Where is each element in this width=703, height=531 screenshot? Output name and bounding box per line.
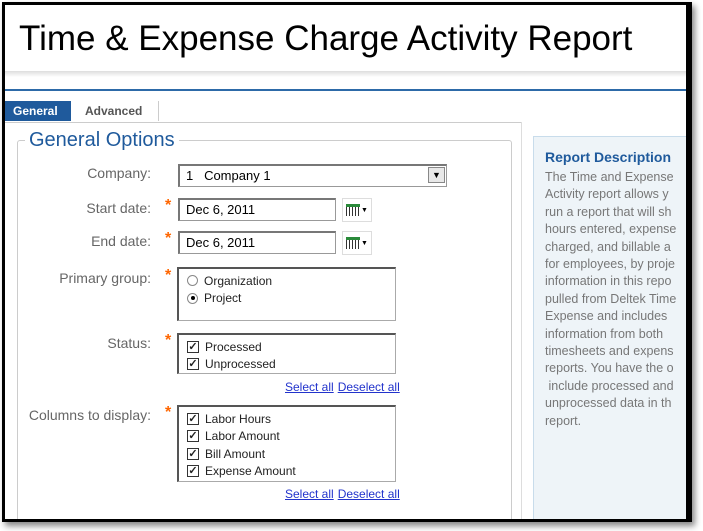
radio-label: Organization bbox=[204, 273, 273, 288]
checkbox-labor-hours[interactable]: ✓ Labor Hours bbox=[187, 410, 387, 428]
checkbox-label: Unprocessed bbox=[205, 357, 276, 372]
checkbox-checked-icon[interactable]: ✓ bbox=[187, 358, 199, 371]
tab-underline bbox=[5, 122, 521, 123]
report-description-panel: Report Description The Time and Expense A… bbox=[533, 136, 686, 519]
checkbox-labor-amount[interactable]: ✓ Labor Amount bbox=[187, 428, 387, 446]
checkbox-checked-icon[interactable]: ✓ bbox=[187, 412, 199, 425]
radio-button[interactable] bbox=[187, 275, 198, 287]
report-description-text: The Time and Expense Activity report allo… bbox=[545, 169, 686, 430]
required-marker: * bbox=[165, 267, 172, 284]
calendar-icon bbox=[346, 237, 361, 249]
description-line: for employees, by proje bbox=[545, 257, 675, 272]
radio-organization[interactable]: Organization bbox=[187, 272, 387, 290]
description-line: charged, and billable a bbox=[545, 239, 671, 254]
end-date-label: End date: bbox=[91, 233, 151, 249]
status-label: Status: bbox=[107, 335, 151, 351]
header-divider bbox=[5, 89, 686, 91]
required-marker: * bbox=[165, 230, 172, 247]
required-marker: * bbox=[165, 404, 172, 421]
end-date-input[interactable]: Dec 6, 2011 bbox=[178, 231, 336, 254]
description-line: include processed and bbox=[545, 378, 674, 393]
checkbox-label: Labor Hours bbox=[205, 411, 272, 426]
checkbox-expense-amount[interactable]: ✓ Expense Amount bbox=[187, 463, 387, 481]
company-label: Company: bbox=[87, 165, 151, 181]
end-date-calendar-button[interactable]: ▼ bbox=[342, 231, 372, 255]
status-links: Select all Deselect all bbox=[281, 380, 400, 394]
columns-checkbox-list: ✓ Labor Hours ✓ Labor Amount ✓ Bill Amount … bbox=[177, 405, 396, 482]
start-date-input[interactable]: Dec 6, 2011 bbox=[178, 198, 336, 221]
description-line: unprocessed data in th bbox=[545, 396, 672, 411]
required-marker: * bbox=[165, 197, 172, 214]
panel-divider bbox=[521, 122, 522, 519]
description-line: information in this repo bbox=[545, 274, 672, 289]
description-line: hours entered, expense bbox=[545, 222, 677, 237]
checkbox-checked-icon[interactable]: ✓ bbox=[187, 465, 199, 478]
radio-project[interactable]: Project bbox=[187, 290, 387, 308]
status-deselect-all-link[interactable]: Deselect all bbox=[337, 380, 400, 394]
checkbox-processed[interactable]: ✓ Processed bbox=[187, 338, 387, 356]
columns-label: Columns to display: bbox=[28, 407, 151, 423]
status-checkbox-list: ✓ Processed ✓ Unprocessed bbox=[177, 333, 396, 374]
checkbox-label: Labor Amount bbox=[205, 429, 280, 444]
required-marker: * bbox=[165, 332, 172, 349]
primary-group-label: Primary group: bbox=[59, 270, 151, 286]
description-line: Activity report allows y bbox=[545, 187, 669, 202]
description-line: reports. You have the o bbox=[545, 361, 674, 376]
description-line: run a report that will sh bbox=[545, 204, 672, 219]
description-line: The Time and Expense bbox=[545, 170, 674, 184]
general-options-fieldset bbox=[17, 140, 512, 519]
checkbox-checked-icon[interactable]: ✓ bbox=[187, 430, 199, 443]
radio-button-selected[interactable] bbox=[187, 292, 198, 304]
chevron-down-icon[interactable]: ▼ bbox=[428, 167, 445, 183]
status-select-all-link[interactable]: Select all bbox=[285, 380, 334, 394]
general-options-legend: General Options bbox=[25, 129, 179, 152]
checkbox-checked-icon[interactable]: ✓ bbox=[187, 340, 199, 353]
description-line: report. bbox=[545, 413, 582, 428]
checkbox-label: Bill Amount bbox=[205, 446, 266, 461]
page-title: Time & Expense Charge Activity Report bbox=[19, 19, 633, 58]
columns-deselect-all-link[interactable]: Deselect all bbox=[337, 487, 400, 501]
description-line: Expense and includes bbox=[545, 309, 668, 324]
checkbox-bill-amount[interactable]: ✓ Bill Amount bbox=[187, 445, 387, 463]
tab-advanced[interactable]: Advanced bbox=[77, 101, 159, 121]
description-line: information from both bbox=[545, 326, 664, 341]
checkbox-unprocessed[interactable]: ✓ Unprocessed bbox=[187, 356, 387, 374]
report-description-title: Report Description bbox=[545, 149, 672, 165]
primary-group-radio-list: Organization Project bbox=[177, 267, 396, 321]
tab-general[interactable]: General bbox=[5, 101, 71, 121]
start-date-calendar-button[interactable]: ▼ bbox=[342, 198, 372, 222]
report-window: Time & Expense Charge Activity Report Ge… bbox=[2, 2, 692, 522]
checkbox-checked-icon[interactable]: ✓ bbox=[187, 447, 199, 460]
description-line: pulled from Deltek Time bbox=[545, 291, 677, 306]
description-line: timesheets and expens bbox=[545, 344, 674, 359]
title-divider bbox=[5, 71, 686, 77]
columns-links: Select all Deselect all bbox=[281, 487, 400, 501]
start-date-label: Start date: bbox=[86, 200, 151, 216]
checkbox-label: Expense Amount bbox=[205, 464, 296, 479]
columns-select-all-link[interactable]: Select all bbox=[285, 487, 334, 501]
company-value: 1 Company 1 bbox=[186, 168, 271, 183]
company-select[interactable]: 1 Company 1 ▼ bbox=[178, 164, 447, 187]
checkbox-label: Processed bbox=[205, 339, 262, 354]
calendar-icon bbox=[346, 204, 361, 216]
radio-label: Project bbox=[204, 291, 242, 306]
